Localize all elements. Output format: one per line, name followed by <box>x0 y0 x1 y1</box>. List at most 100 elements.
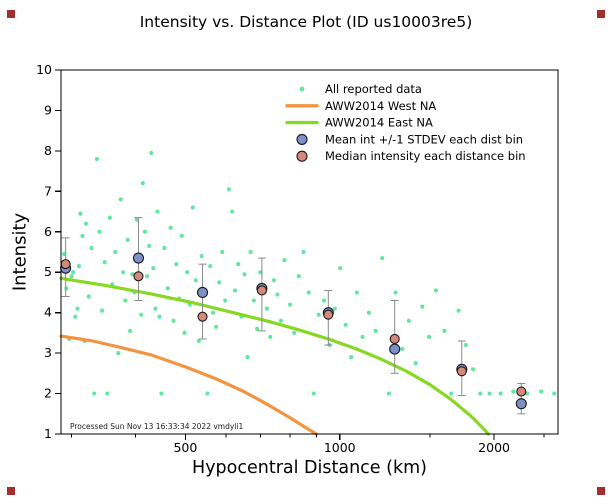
data-point <box>223 298 228 303</box>
data-point <box>130 272 135 277</box>
data-point <box>64 286 69 291</box>
data-point <box>140 181 145 186</box>
data-point <box>296 274 301 279</box>
data-point <box>151 266 156 271</box>
svg-text:AWW2014 East NA: AWW2014 East NA <box>325 116 433 130</box>
svg-text:Median intensity each distance: Median intensity each distance bin <box>325 149 526 163</box>
data-point <box>107 215 112 220</box>
data-point <box>196 338 201 344</box>
data-point <box>174 262 179 267</box>
data-point <box>449 391 454 396</box>
svg-text:1000: 1000 <box>324 440 356 455</box>
data-point <box>83 221 89 226</box>
data-point <box>264 306 269 311</box>
median-point <box>133 271 144 282</box>
svg-text:9: 9 <box>44 102 52 117</box>
data-point <box>69 274 74 279</box>
chart-title: Intensity vs. Distance Plot (ID us10003r… <box>139 13 473 31</box>
data-point <box>142 229 148 234</box>
data-point <box>275 292 280 297</box>
median-point <box>456 366 467 377</box>
data-point <box>306 290 311 295</box>
data-point <box>258 270 263 275</box>
data-point <box>155 209 160 214</box>
data-point <box>292 330 297 335</box>
corner-registration-mark <box>597 487 605 495</box>
data-point <box>366 310 372 315</box>
data-point <box>332 306 337 311</box>
data-point <box>420 304 425 309</box>
data-point <box>354 290 359 295</box>
svg-text:6: 6 <box>44 224 52 239</box>
svg-text:All reported data: All reported data <box>325 82 422 96</box>
svg-text:2000: 2000 <box>478 440 510 455</box>
data-point <box>278 318 284 323</box>
legend-circle-swatch <box>296 133 308 145</box>
data-point <box>153 306 158 311</box>
data-point <box>71 270 76 275</box>
scatter-layer <box>61 150 557 396</box>
svg-text:10: 10 <box>36 62 52 77</box>
median-point <box>516 386 527 397</box>
corner-registration-mark <box>597 10 605 18</box>
data-point <box>255 326 260 331</box>
processing-timestamp: Processed Sun Nov 13 16:33:34 2022 vmdyl… <box>70 422 244 431</box>
svg-text:3: 3 <box>44 345 52 360</box>
data-point <box>456 308 461 313</box>
svg-text:Mean int +/-1 STDEV each dist: Mean int +/-1 STDEV each dist bin <box>325 132 523 146</box>
data-point <box>123 298 128 303</box>
svg-text:4: 4 <box>44 305 52 320</box>
median-layer <box>60 259 527 397</box>
data-point <box>86 294 91 299</box>
data-point <box>373 328 378 333</box>
data-point <box>208 264 213 269</box>
data-point <box>179 233 184 238</box>
median-point <box>389 333 400 345</box>
data-point <box>406 318 411 323</box>
data-point <box>343 322 348 327</box>
data-point <box>400 346 405 352</box>
data-point <box>226 187 232 192</box>
data-point <box>552 391 557 396</box>
svg-text:5: 5 <box>44 264 52 279</box>
data-point <box>116 351 121 356</box>
data-point <box>97 229 102 234</box>
data-point <box>89 245 94 251</box>
mean-point <box>515 398 527 410</box>
data-point <box>78 211 83 216</box>
data-point <box>268 334 273 340</box>
data-point <box>338 266 343 271</box>
svg-text:7: 7 <box>44 183 52 198</box>
data-point <box>442 328 447 333</box>
data-point <box>463 342 468 348</box>
data-point <box>242 272 247 277</box>
median-point <box>323 309 334 320</box>
data-point <box>349 355 354 360</box>
data-point <box>316 312 321 317</box>
data-point <box>426 334 432 340</box>
data-point <box>182 330 187 335</box>
data-point <box>162 245 167 251</box>
data-point <box>248 249 253 255</box>
y-axis-title: Intensity <box>9 212 31 292</box>
data-point <box>118 197 123 202</box>
data-point <box>100 308 105 313</box>
data-point <box>393 290 398 295</box>
svg-text:1: 1 <box>44 426 52 441</box>
data-point <box>157 314 162 319</box>
data-point <box>121 270 126 275</box>
data-point <box>105 391 110 396</box>
axes-layer: 500 1000 2000 1 2 3 4 5 6 7 8 9 10 <box>36 62 559 455</box>
data-point <box>230 209 235 214</box>
data-point <box>538 389 544 394</box>
data-point <box>251 298 256 303</box>
data-point <box>220 249 225 255</box>
model-curve <box>59 334 318 436</box>
data-point <box>125 237 130 242</box>
data-point <box>76 264 82 269</box>
data-point <box>386 391 391 396</box>
data-point <box>205 391 210 396</box>
data-point <box>360 334 365 340</box>
